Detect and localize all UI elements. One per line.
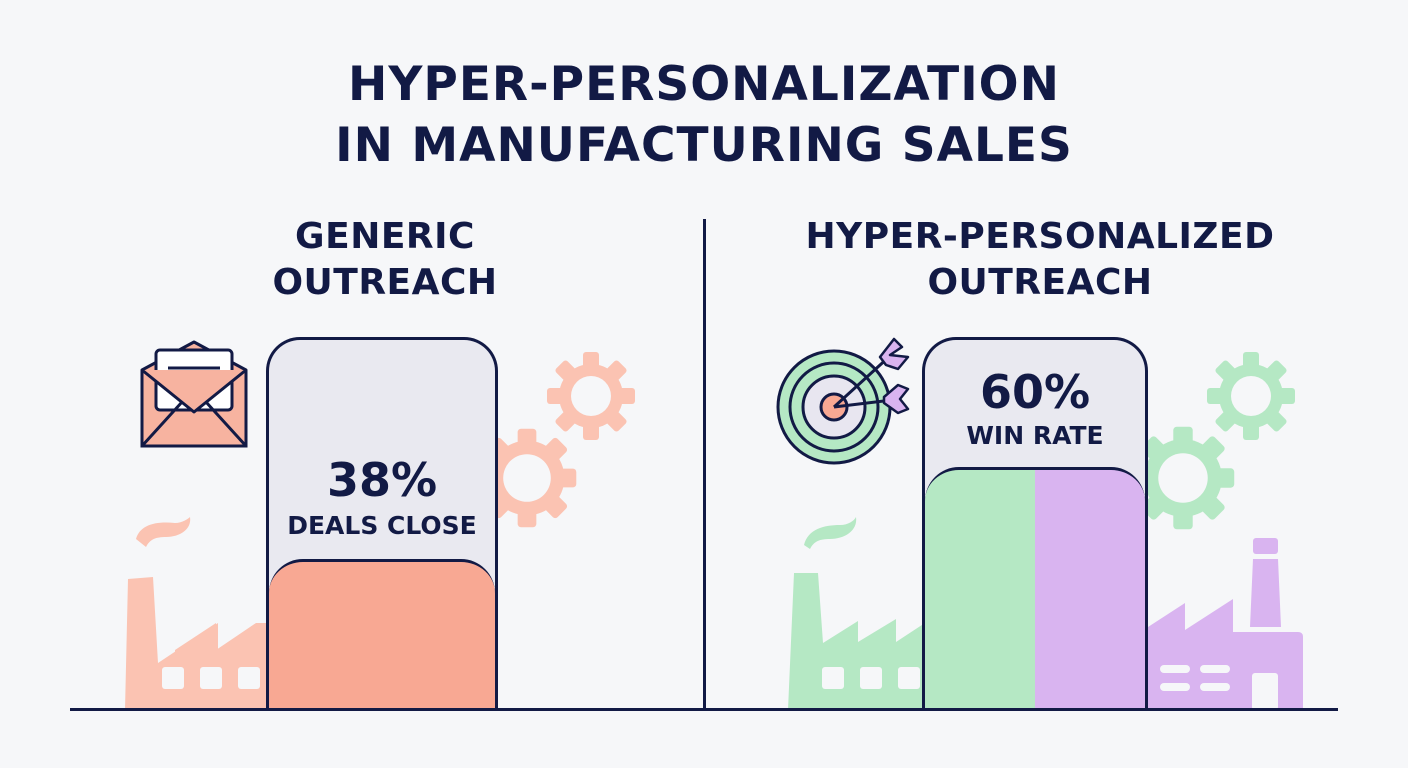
gear-icon <box>1207 352 1295 440</box>
gear-icon <box>1131 426 1235 530</box>
gear-icon <box>547 352 635 440</box>
center-divider <box>703 219 706 711</box>
bar-value-label: 38% <box>326 453 438 507</box>
page-title-line1: HYPER-PERSONALIZATION <box>348 57 1060 112</box>
chart-baseline <box>70 708 1338 711</box>
gear-icon <box>477 428 577 528</box>
section-heading-line1: HYPER-PERSONALIZED <box>805 216 1275 257</box>
page-title-line2: IN MANUFACTURING SALES <box>335 118 1073 173</box>
bar-value-label: 60% <box>979 365 1091 419</box>
section-heading-line2: OUTREACH <box>927 262 1153 303</box>
bar-fill-generic <box>269 559 495 710</box>
bar-caption: WIN RATE <box>966 421 1104 450</box>
factory-icon <box>788 517 928 710</box>
bar-fill-hyper <box>925 467 1145 710</box>
bar-hyper-personalized-outreach: 60% WIN RATE <box>922 337 1148 710</box>
section-heading-generic: GENERIC OUTREACH <box>185 214 585 306</box>
section-heading-line1: GENERIC <box>295 216 475 257</box>
factory-icon <box>1148 538 1303 710</box>
bar-caption: DEALS CLOSE <box>287 511 477 540</box>
section-heading-hyper: HYPER-PERSONALIZED OUTREACH <box>740 214 1340 306</box>
factory-icon <box>125 517 270 710</box>
section-heading-line2: OUTREACH <box>272 262 498 303</box>
target-icon <box>776 337 910 465</box>
bar-generic-outreach: 38% DEALS CLOSE <box>266 337 498 710</box>
envelope-icon <box>140 340 248 448</box>
